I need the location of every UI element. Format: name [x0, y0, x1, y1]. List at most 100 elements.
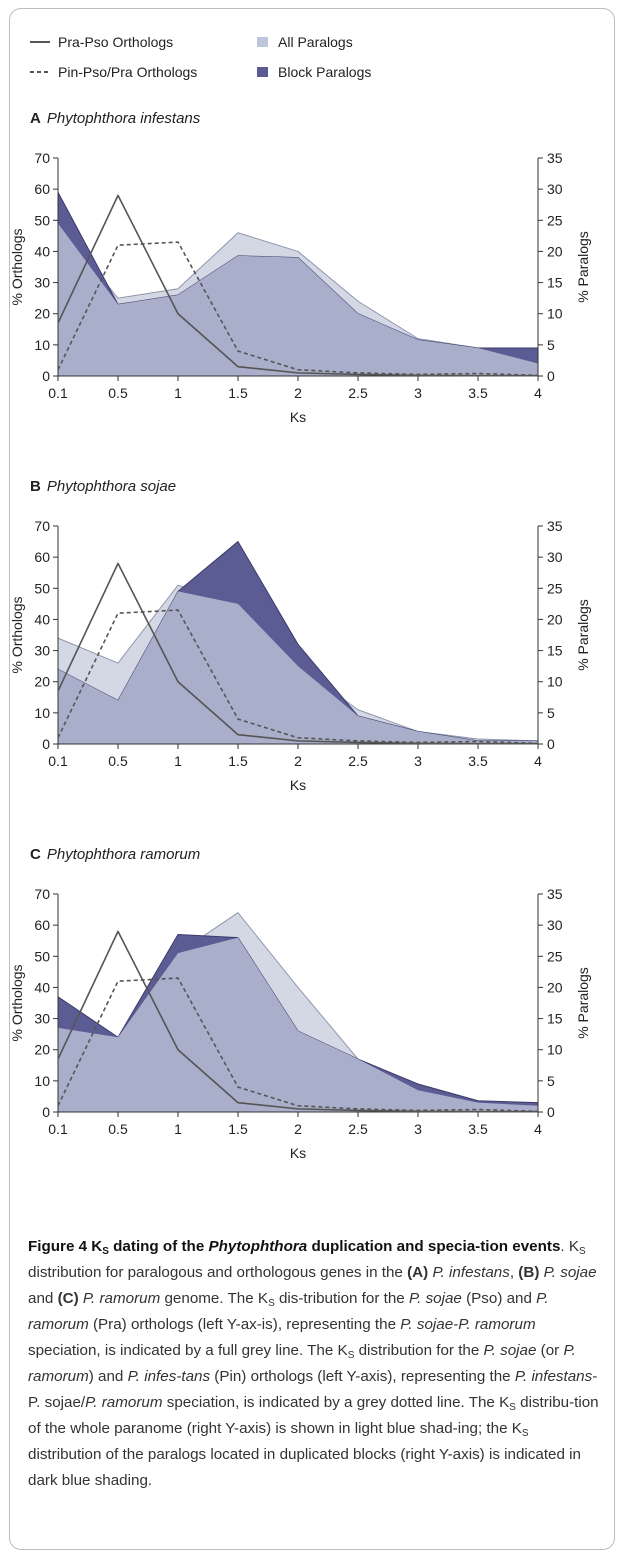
- right-tick-label: 20: [547, 979, 563, 995]
- x-tick-label: 4: [534, 385, 542, 401]
- legend-label-pin-pso: Pin-Pso/Pra Orthologs: [58, 64, 198, 80]
- x-tick-label: 1: [174, 385, 182, 401]
- legend-item-pin-pso: Pin-Pso/Pra Orthologs: [30, 64, 197, 80]
- left-tick-label: 0: [42, 1104, 50, 1120]
- legend-item-pra-pso: Pra-Pso Orthologs: [30, 34, 173, 50]
- caption-label-rest: dating of the: [108, 1238, 209, 1255]
- left-tick-label: 50: [34, 212, 50, 228]
- x-tick-label: 0.1: [48, 753, 68, 769]
- right-tick-label: 25: [547, 212, 563, 228]
- x-tick-label: 0.5: [108, 385, 128, 401]
- left-tick-label: 50: [34, 948, 50, 964]
- left-tick-label: 0: [42, 368, 50, 384]
- x-tick-label: 1: [174, 753, 182, 769]
- panel-c-letter: C: [30, 846, 41, 863]
- x-tick-label: 2.5: [348, 385, 368, 401]
- legend-label-block-paralogs: Block Paralogs: [278, 64, 372, 80]
- x-tick-label: 2.5: [348, 753, 368, 769]
- panel-c-species: Phytophthora ramorum: [46, 846, 201, 863]
- right-y-axis-label: % Paralogs: [575, 599, 591, 671]
- left-tick-label: 30: [34, 1011, 50, 1027]
- x-tick-label: 3.5: [468, 753, 488, 769]
- legend: Pra-Pso Orthologs Pin-Pso/Pra Orthologs …: [30, 34, 450, 90]
- right-tick-label: 20: [547, 243, 563, 259]
- panel-b-title: B Phytophthora sojae: [30, 478, 176, 495]
- panel-a-title: A Phytophthora infestans: [30, 110, 200, 127]
- right-tick-label: 15: [547, 1011, 563, 1027]
- chart-panel-b: 0 10 20 30 40 50 60 70 0 5 10 15 20 25 30 35 0.1 0.5 1 1.5 2…: [9, 518, 591, 793]
- right-tick-label: 5: [547, 337, 555, 353]
- x-tick-label: 2: [294, 753, 302, 769]
- right-y-axis-label: % Paralogs: [575, 967, 591, 1039]
- left-tick-label: 70: [34, 150, 50, 166]
- legend-label-all-paralogs: All Paralogs: [278, 34, 353, 50]
- left-tick-label: 30: [34, 643, 50, 659]
- x-tick-label: 2.5: [348, 1121, 368, 1137]
- right-tick-label: 35: [547, 150, 563, 166]
- right-tick-label: 0: [547, 1104, 555, 1120]
- panel-a-species: Phytophthora infestans: [46, 110, 201, 127]
- pra-pso-orthologs-line: [57, 562, 538, 745]
- left-tick-label: 0: [42, 736, 50, 752]
- chart-panel-a: 0 10 20 30 40 50 60 70 0 5 10 15 20 25 30 35 0.1 0.5 1 1.5 2…: [9, 150, 591, 425]
- x-axis-label: Ks: [290, 777, 306, 793]
- x-tick-label: 4: [534, 753, 542, 769]
- pin-pso-orthologs-line: [57, 241, 539, 377]
- right-tick-label: 5: [547, 705, 555, 721]
- x-tick-label: 1.5: [228, 753, 248, 769]
- pra-pso-orthologs-line: [57, 194, 538, 377]
- x-tick-label: 0.5: [108, 753, 128, 769]
- left-tick-label: 70: [34, 518, 50, 534]
- x-tick-label: 3.5: [468, 1121, 488, 1137]
- right-tick-label: 5: [547, 1073, 555, 1089]
- dashed-line-swatch: [30, 71, 50, 73]
- left-tick-label: 30: [34, 275, 50, 291]
- right-tick-label: 10: [547, 674, 563, 690]
- dark-square-swatch: [257, 67, 268, 77]
- x-tick-label: 0.5: [108, 1121, 128, 1137]
- left-tick-label: 10: [34, 1073, 50, 1089]
- caption-label-end: duplication and specia-tion events: [307, 1238, 561, 1255]
- x-axis-label: Ks: [290, 409, 306, 425]
- legend-label-pra-pso: Pra-Pso Orthologs: [58, 34, 174, 50]
- caption-label-italic: Phytophthora: [208, 1238, 308, 1255]
- x-tick-label: 3: [414, 753, 422, 769]
- x-tick-label: 4: [534, 1121, 542, 1137]
- left-tick-label: 20: [34, 1042, 50, 1058]
- legend-item-all-paralogs: All Paralogs: [256, 34, 353, 50]
- panel-b-species: Phytophthora sojae: [46, 478, 177, 495]
- x-tick-label: 1.5: [228, 385, 248, 401]
- paralogs-overlap-area: [58, 223, 538, 376]
- chart-panel-c: 0 10 20 30 40 50 60 70 0 5 10 15 20 25 30 35 0.1 0.5 1 1.5 2…: [9, 886, 591, 1161]
- right-tick-label: 0: [547, 368, 555, 384]
- right-tick-label: 10: [547, 1042, 563, 1058]
- right-tick-label: 10: [547, 306, 563, 322]
- left-y-axis-label: % Orthologs: [9, 964, 25, 1041]
- x-tick-label: 1: [174, 1121, 182, 1137]
- right-y-axis-label: % Paralogs: [575, 231, 591, 303]
- paralogs-overlap-area: [58, 937, 538, 1112]
- left-tick-label: 10: [34, 337, 50, 353]
- left-y-axis-label: % Orthologs: [9, 228, 25, 305]
- light-square-swatch: [257, 37, 268, 47]
- left-tick-label: 50: [34, 580, 50, 596]
- panel-b-letter: B: [30, 478, 41, 495]
- caption-label-text: Figure 4 K: [28, 1238, 103, 1255]
- left-tick-label: 40: [34, 243, 50, 259]
- figure-caption: Figure 4 KS dating of the Phytophthora d…: [28, 1234, 603, 1494]
- left-tick-label: 10: [34, 705, 50, 721]
- x-tick-label: 3.5: [468, 385, 488, 401]
- caption-body: . KS distribution for paralogous and ort…: [28, 1238, 599, 1489]
- x-tick-label: 1.5: [228, 1121, 248, 1137]
- right-tick-label: 30: [547, 917, 563, 933]
- left-tick-label: 60: [34, 549, 50, 565]
- panel-a-letter: A: [30, 110, 41, 127]
- legend-item-block-paralogs: Block Paralogs: [256, 64, 371, 80]
- pin-pso-orthologs-line: [57, 609, 539, 745]
- left-y-axis-label: % Orthologs: [9, 596, 25, 673]
- right-tick-label: 25: [547, 580, 563, 596]
- right-tick-label: 35: [547, 518, 563, 534]
- x-tick-label: 2: [294, 385, 302, 401]
- right-tick-label: 25: [547, 948, 563, 964]
- left-tick-label: 40: [34, 979, 50, 995]
